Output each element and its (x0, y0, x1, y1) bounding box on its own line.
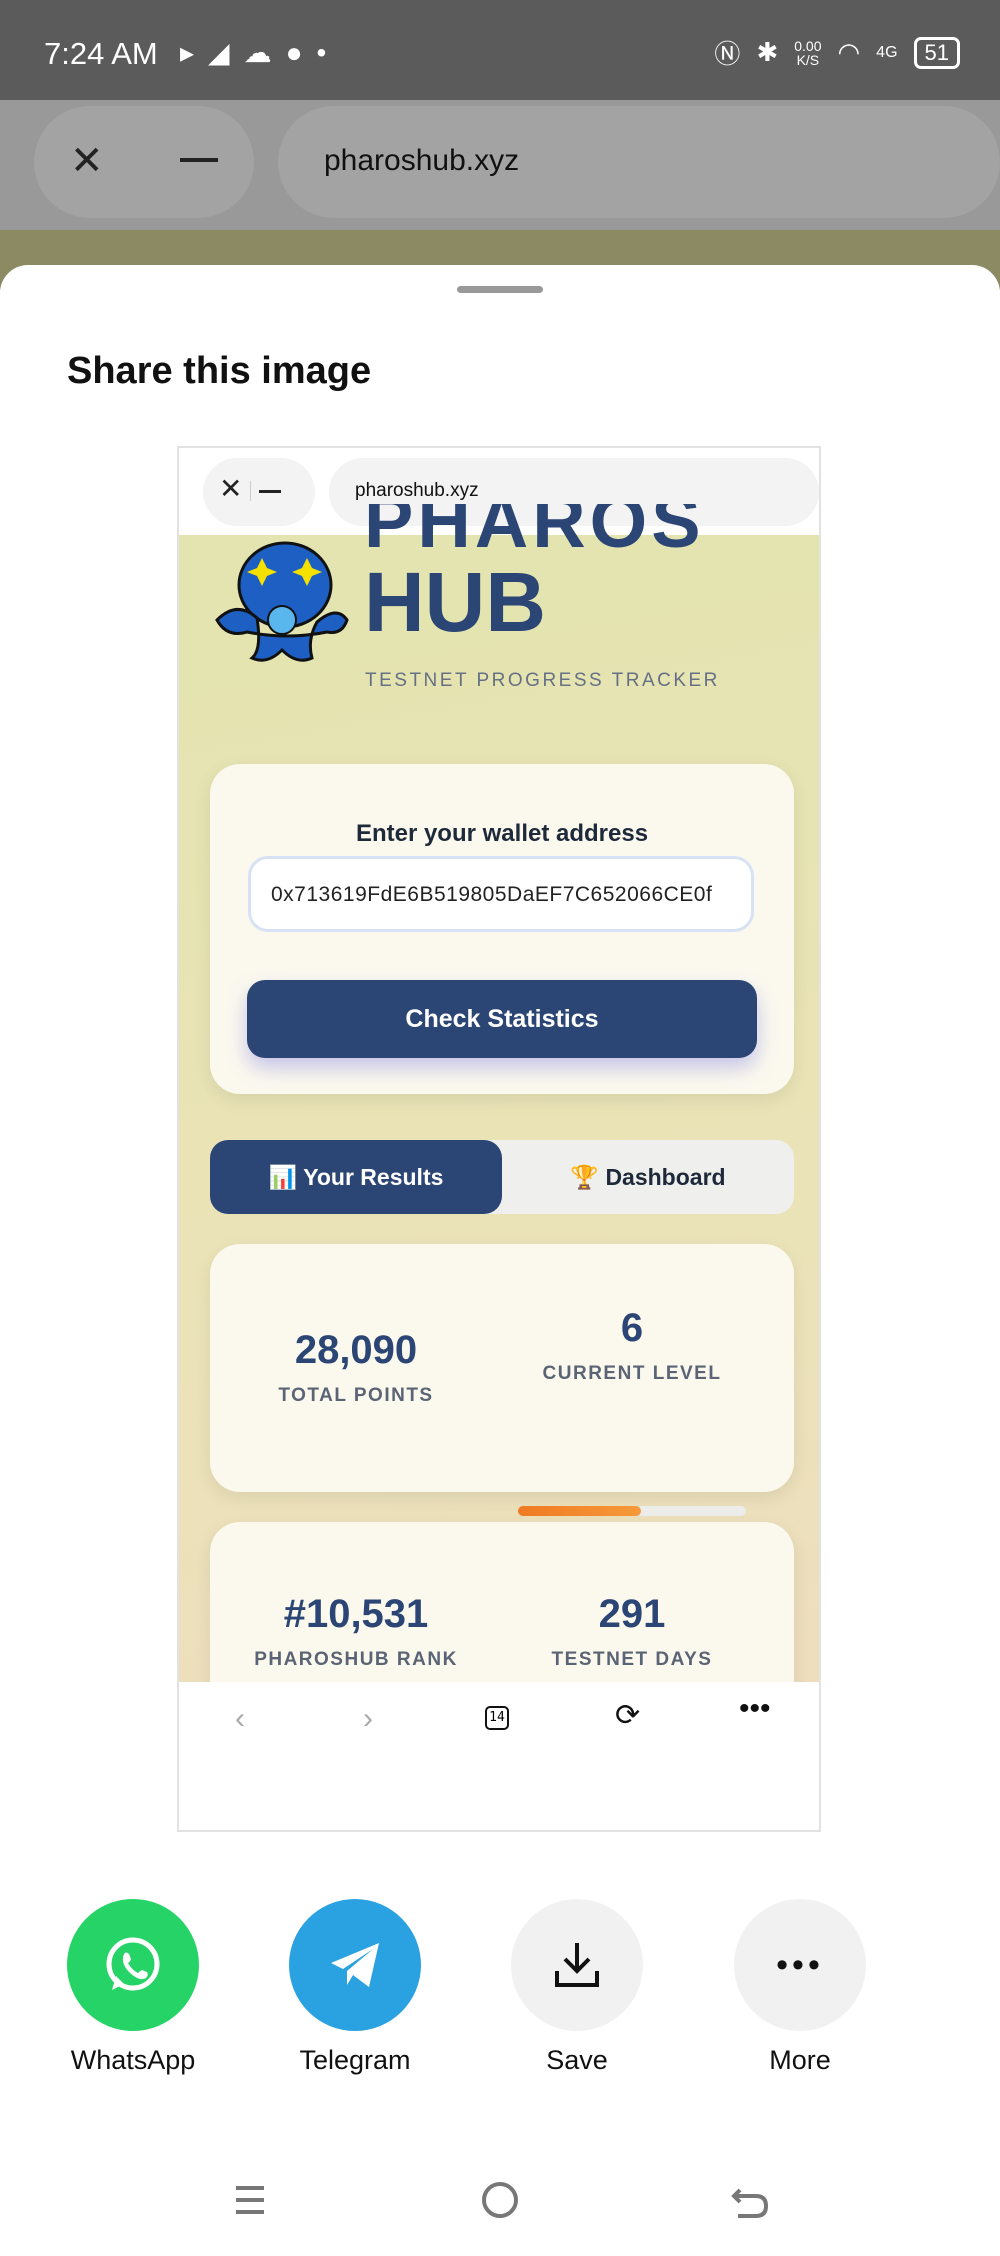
share-save[interactable]: Save (487, 1899, 667, 2076)
preview-url-bar: pharoshub.xyz (329, 458, 819, 526)
logo-pharos: PHAROS (364, 504, 705, 548)
octopus-mascot-logo (215, 541, 349, 662)
status-bar: 7:24 AM ▸◢☁●• Ⓝ ✱ 0.00 K/S ◠ 4G 51 (0, 0, 1000, 100)
level-progress-bar (518, 1506, 746, 1516)
network-type: 4G (876, 43, 898, 61)
close-icon: ✕ (70, 139, 104, 183)
current-level-stat: 6 CURRENT LEVEL (486, 1306, 778, 1385)
minimize-icon (180, 158, 218, 162)
result-tabs: 📊 Your Results 🏆 Dashboard (210, 1140, 794, 1214)
system-nav-bar (0, 2170, 1000, 2230)
days-value: 291 (598, 1592, 666, 1636)
share-label: Telegram (299, 2045, 411, 2075)
logo-pharos-text: PHAROS (364, 504, 705, 548)
wifi-icon: ◠ (837, 37, 861, 67)
tab-dashboard[interactable]: 🏆 Dashboard (502, 1140, 794, 1214)
telegram-icon (289, 1899, 421, 2031)
notification-icons: ▸◢☁●• (180, 37, 341, 68)
tab-label: Dashboard (605, 1164, 726, 1190)
refresh-icon: ⟳ (615, 1699, 641, 1732)
total-points-stat: 28,090 TOTAL POINTS (210, 1328, 502, 1407)
wallet-address-input[interactable]: 0x713619FdE6B519805DaEF7C652066CE0f (248, 856, 754, 932)
whatsapp-icon (67, 1899, 199, 2031)
wallet-label: Enter your wallet address (355, 820, 649, 847)
more-dots-icon: ••• (734, 1899, 866, 2031)
preview-url: pharoshub.xyz (355, 480, 479, 501)
current-level-value: 6 (620, 1306, 644, 1350)
days-label: TESTNET DAYS (551, 1649, 713, 1670)
rank-label: PHAROSHUB RANK (254, 1649, 458, 1670)
share-label: Save (546, 2045, 608, 2075)
bar-chart-icon: 📊 (268, 1164, 298, 1190)
share-label: More (769, 2045, 831, 2075)
wallet-card: Enter your wallet address 0x713619FdE6B5… (210, 764, 794, 1094)
forward-icon: › (363, 1702, 373, 1735)
image-preview: ✕ pharoshub.xyz PHAROS HUB TESTNET PROGR… (177, 446, 821, 1832)
back-nav-icon[interactable] (730, 2180, 770, 2220)
divider (250, 481, 251, 501)
net-speed-value: 0.00 (794, 37, 822, 54)
tab-label: Your Results (303, 1164, 444, 1190)
preview-browser-bar: ✕ pharoshub.xyz (179, 448, 819, 535)
level-progress-fill (518, 1506, 642, 1516)
background-window-controls (34, 106, 254, 218)
points-card: 28,090 TOTAL POINTS 6 CURRENT LEVEL (210, 1244, 794, 1516)
logo-hub-text: HUB (364, 555, 546, 649)
check-statistics-button[interactable]: Check Statistics (247, 980, 757, 1058)
share-more[interactable]: ••• More (710, 1899, 890, 2076)
tagline: TESTNET PROGRESS TRACKER (365, 670, 720, 691)
net-speed: 0.00 K/S (794, 39, 821, 67)
sheet-title: Share this image (67, 350, 372, 392)
background-url-bar: pharoshub.xyz (278, 106, 1000, 218)
rank-stat: #10,531 PHAROSHUB RANK (210, 1592, 502, 1671)
status-time: 7:24 AM (44, 36, 158, 71)
days-stat: 291 TESTNET DAYS (486, 1592, 778, 1671)
download-icon (511, 1899, 643, 2031)
battery-icon: 51 (913, 36, 960, 69)
total-points-value: 28,090 (294, 1328, 418, 1372)
preview-window-controls: ✕ (203, 458, 315, 526)
bluetooth-icon: ✱ (756, 37, 779, 67)
home-nav-icon[interactable] (480, 2180, 520, 2220)
menu-nav-icon[interactable] (230, 2180, 270, 2220)
minimize-icon (259, 490, 281, 493)
nfc-icon: Ⓝ (714, 39, 741, 69)
tab-count-icon: 14 (485, 1706, 509, 1730)
more-icon: ••• (739, 1692, 771, 1725)
share-whatsapp[interactable]: WhatsApp (43, 1899, 223, 2076)
current-level-label: CURRENT LEVEL (542, 1363, 722, 1384)
tab-your-results[interactable]: 📊 Your Results (210, 1140, 502, 1214)
share-label: WhatsApp (70, 2045, 196, 2075)
rank-value: #10,531 (283, 1592, 429, 1636)
back-icon: ‹ (235, 1702, 245, 1735)
total-points-label: TOTAL POINTS (278, 1385, 434, 1406)
background-url: pharoshub.xyz (324, 144, 520, 177)
trophy-icon: 🏆 (570, 1164, 600, 1190)
close-icon: ✕ (219, 473, 243, 504)
drag-handle[interactable] (457, 286, 543, 293)
share-telegram[interactable]: Telegram (265, 1899, 445, 2076)
preview-browser-toolbar: ‹ › 14 ⟳ ••• (179, 1682, 819, 1830)
system-icons: Ⓝ ✱ 0.00 K/S ◠ 4G 51 (714, 34, 960, 71)
net-speed-unit: K/S (796, 51, 820, 68)
